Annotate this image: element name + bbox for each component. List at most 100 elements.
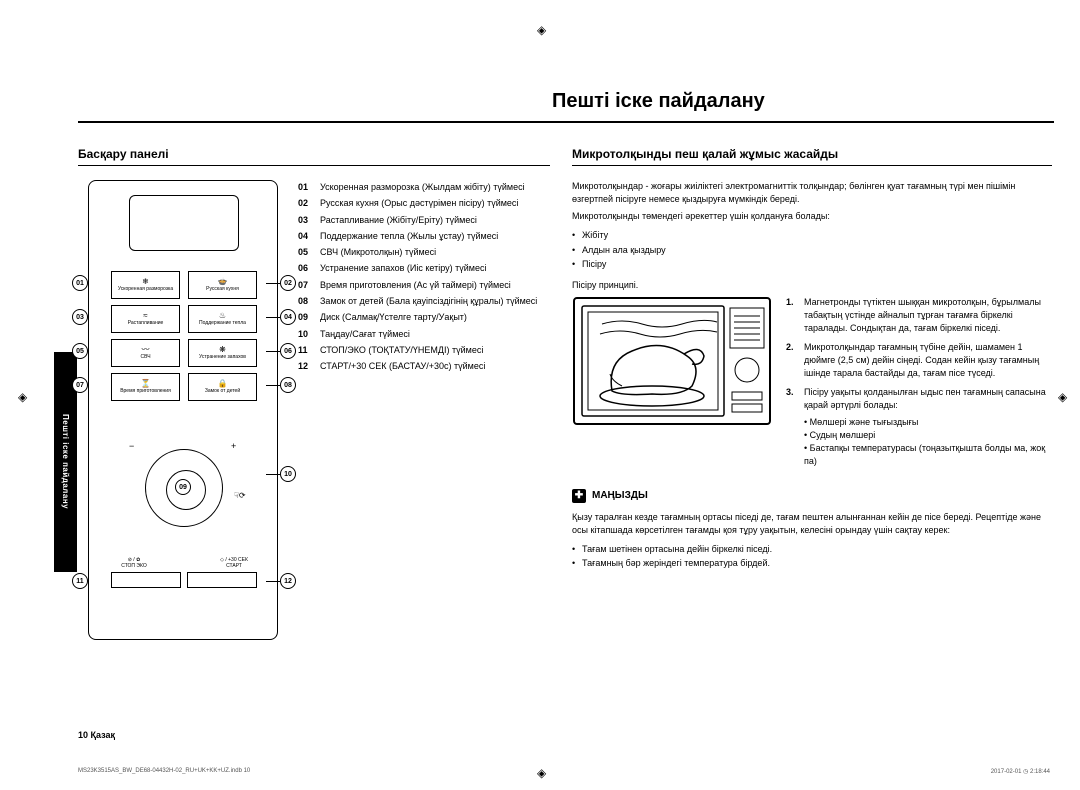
callout-02: 02 <box>280 275 296 291</box>
panel-btn-label: Растапливание <box>128 321 164 326</box>
legend-text: СВЧ (Микротолқын) түймесі <box>320 245 436 260</box>
important-label: МАҢЫЗДЫ <box>592 490 648 501</box>
legend-num: 07 <box>298 278 314 293</box>
sub-item: Судың мөлшері <box>804 429 1052 442</box>
panel-btn: ❋Устранение запахов <box>188 339 257 367</box>
callout-12: 12 <box>280 573 296 589</box>
panel-legend: 01 Ускоренная разморозка (Жылдам жібіту) … <box>298 180 550 376</box>
panel-btn: 〰СВЧ <box>111 339 180 367</box>
paragraph: Қызу таралған кезде тағамның ортасы пісе… <box>572 511 1052 537</box>
legend-num: 12 <box>298 359 314 374</box>
section-heading: Микротолқынды пеш қалай жұмыс жасайды <box>572 147 1052 166</box>
legend-text: СТОП/ЭКО (ТОҚТАТУ/ҮНЕМДІ) түймесі <box>320 343 483 358</box>
panel-btn-label: Поддержание тепла <box>199 321 246 326</box>
registration-mark: ◈ <box>1058 390 1067 404</box>
legend-num: 05 <box>298 245 314 260</box>
page: Пешті іске пайдалану Басқару панелі 01 0… <box>78 90 1058 640</box>
legend-num: 04 <box>298 229 314 244</box>
panel-btn-label: Время приготовления <box>120 389 171 394</box>
list-item: Микротолқындар тағамның түбіне дейін, ша… <box>804 341 1052 380</box>
callout-03: 03 <box>72 309 88 325</box>
paragraph: Микротолқындар - жоғары жиіліктегі элект… <box>572 180 1052 206</box>
legend-text: Ускоренная разморозка (Жылдам жібіту) тү… <box>320 180 525 195</box>
legend-text: Замок от детей (Бала қауіпсіздігінің құр… <box>320 294 537 309</box>
paragraph: Пісіру принципі. <box>572 279 1052 292</box>
list-item: Алдын ала қыздыру <box>572 244 1052 257</box>
sub-item: Мөлшері және тығыздығы <box>804 416 1052 429</box>
leader-line <box>266 351 280 352</box>
registration-mark: ◈ <box>537 23 546 37</box>
panel-long-btn <box>111 572 181 588</box>
registration-mark: ◈ <box>537 766 546 780</box>
left-column: Басқару панелі 01 03 05 07 11 <box>78 147 550 640</box>
callout-09: 09 <box>175 479 191 495</box>
legend-text: Диск (Салмақ/Үстелге тарту/Уақыт) <box>320 310 467 325</box>
bullet-list: Жібіту Алдын ала қыздыру Пісіру <box>572 229 1052 271</box>
legend-text: Растапливание (Жібіту/Еріту) түймесі <box>320 213 477 228</box>
control-panel-diagram: ❄Ускоренная разморозка 🍲Русская кухня ≈Р… <box>88 180 278 640</box>
leader-line <box>266 283 280 284</box>
page-title: Пешті іске пайдалану <box>552 90 1058 113</box>
minus-label: − <box>129 441 134 451</box>
leader-line <box>266 474 280 475</box>
callout-11: 11 <box>72 573 88 589</box>
plus-label: + <box>231 441 236 451</box>
panel-btn-label: Ускоренная разморозка <box>118 287 173 292</box>
legend-text: Русская кухня (Орыс дәстүрімен пісіру) т… <box>320 196 518 211</box>
bullet-list: Тағам шетінен ортасына дейін біркелкі пі… <box>572 543 1052 570</box>
legend-num: 08 <box>298 294 314 309</box>
panel-btn-label: Замок от детей <box>205 389 240 394</box>
callout-04: 04 <box>280 309 296 325</box>
leader-line <box>266 317 280 318</box>
bottom-buttons: ⊘ / ✿СТОП ЭКО ◇ / +30 СЕКСТАРТ <box>111 557 257 588</box>
section-heading: Басқару панелі <box>78 147 550 166</box>
list-item: Тағам шетінен ортасына дейін біркелкі пі… <box>572 543 1052 556</box>
callout-01: 01 <box>72 275 88 291</box>
legend-text: Таңдау/Сағат түймесі <box>320 327 410 342</box>
legend-num: 06 <box>298 261 314 276</box>
panel-btn-label: СВЧ <box>140 355 150 360</box>
legend-text: Время приготовления (Ас үй таймері) түйм… <box>320 278 511 293</box>
panel-btn: 🔒Замок от детей <box>188 373 257 401</box>
callout-07: 07 <box>72 377 88 393</box>
legend-num: 01 <box>298 180 314 195</box>
print-info: MS23K3515AS_BW_DE68-04432H-02_RU+UK+KK+U… <box>78 768 250 774</box>
hand-icon: ☟⟳ <box>234 491 246 500</box>
numbered-list: 1.Магнетронды түтіктен шыққан микротолқы… <box>786 296 1052 475</box>
divider <box>78 121 1054 123</box>
page-number: 10 Қазақ <box>78 730 115 740</box>
legend-text: Устранение запахов (Иіс кетіру) түймесі <box>320 261 487 276</box>
important-heading: ✚ МАҢЫЗДЫ <box>572 489 1052 503</box>
panel-long-btn <box>187 572 257 588</box>
panel-btn: ≈Растапливание <box>111 305 180 333</box>
eco-label: ЭКО <box>136 563 146 569</box>
legend-text: СТАРТ/+30 СЕК (БАСТАУ/+30с) түймесі <box>320 359 485 374</box>
print-info: 2017-02-01 ◷ 2:18:44 <box>991 768 1050 775</box>
callout-05: 05 <box>72 343 88 359</box>
panel-btn-label: Устранение запахов <box>199 355 246 360</box>
list-item: Пісіру уақыты қолданылған ыдыс пен тағам… <box>804 386 1052 468</box>
panel-btn: ⏳Время приготовления <box>111 373 180 401</box>
leader-line <box>266 385 280 386</box>
panel-btn-label: Русская кухня <box>206 287 239 292</box>
stop-label: СТОП <box>121 563 135 569</box>
list-item: Жібіту <box>572 229 1052 242</box>
registration-mark: ◈ <box>18 390 27 404</box>
legend-num: 02 <box>298 196 314 211</box>
legend-text: Поддержание тепла (Жылы ұстау) түймесі <box>320 229 498 244</box>
right-column: Микротолқынды пеш қалай жұмыс жасайды Ми… <box>572 147 1052 640</box>
start-label: СТАРТ <box>226 563 242 569</box>
list-item: Магнетронды түтіктен шыққан микротолқын,… <box>804 296 1052 335</box>
sub-item: Бастапқы температурасы (тоңазытқышта бол… <box>804 442 1052 468</box>
legend-num: 10 <box>298 327 314 342</box>
panel-btn: ❄Ускоренная разморозка <box>111 271 180 299</box>
callout-08: 08 <box>280 377 296 393</box>
lcd-display <box>129 195 239 251</box>
callout-06: 06 <box>280 343 296 359</box>
list-item: Пісіру <box>572 258 1052 271</box>
panel-btn: 🍲Русская кухня <box>188 271 257 299</box>
list-item: Тағамның бәр жеріндегі температура бірде… <box>572 557 1052 570</box>
leader-line <box>266 581 280 582</box>
legend-num: 09 <box>298 310 314 325</box>
panel-btn: ♨Поддержание тепла <box>188 305 257 333</box>
